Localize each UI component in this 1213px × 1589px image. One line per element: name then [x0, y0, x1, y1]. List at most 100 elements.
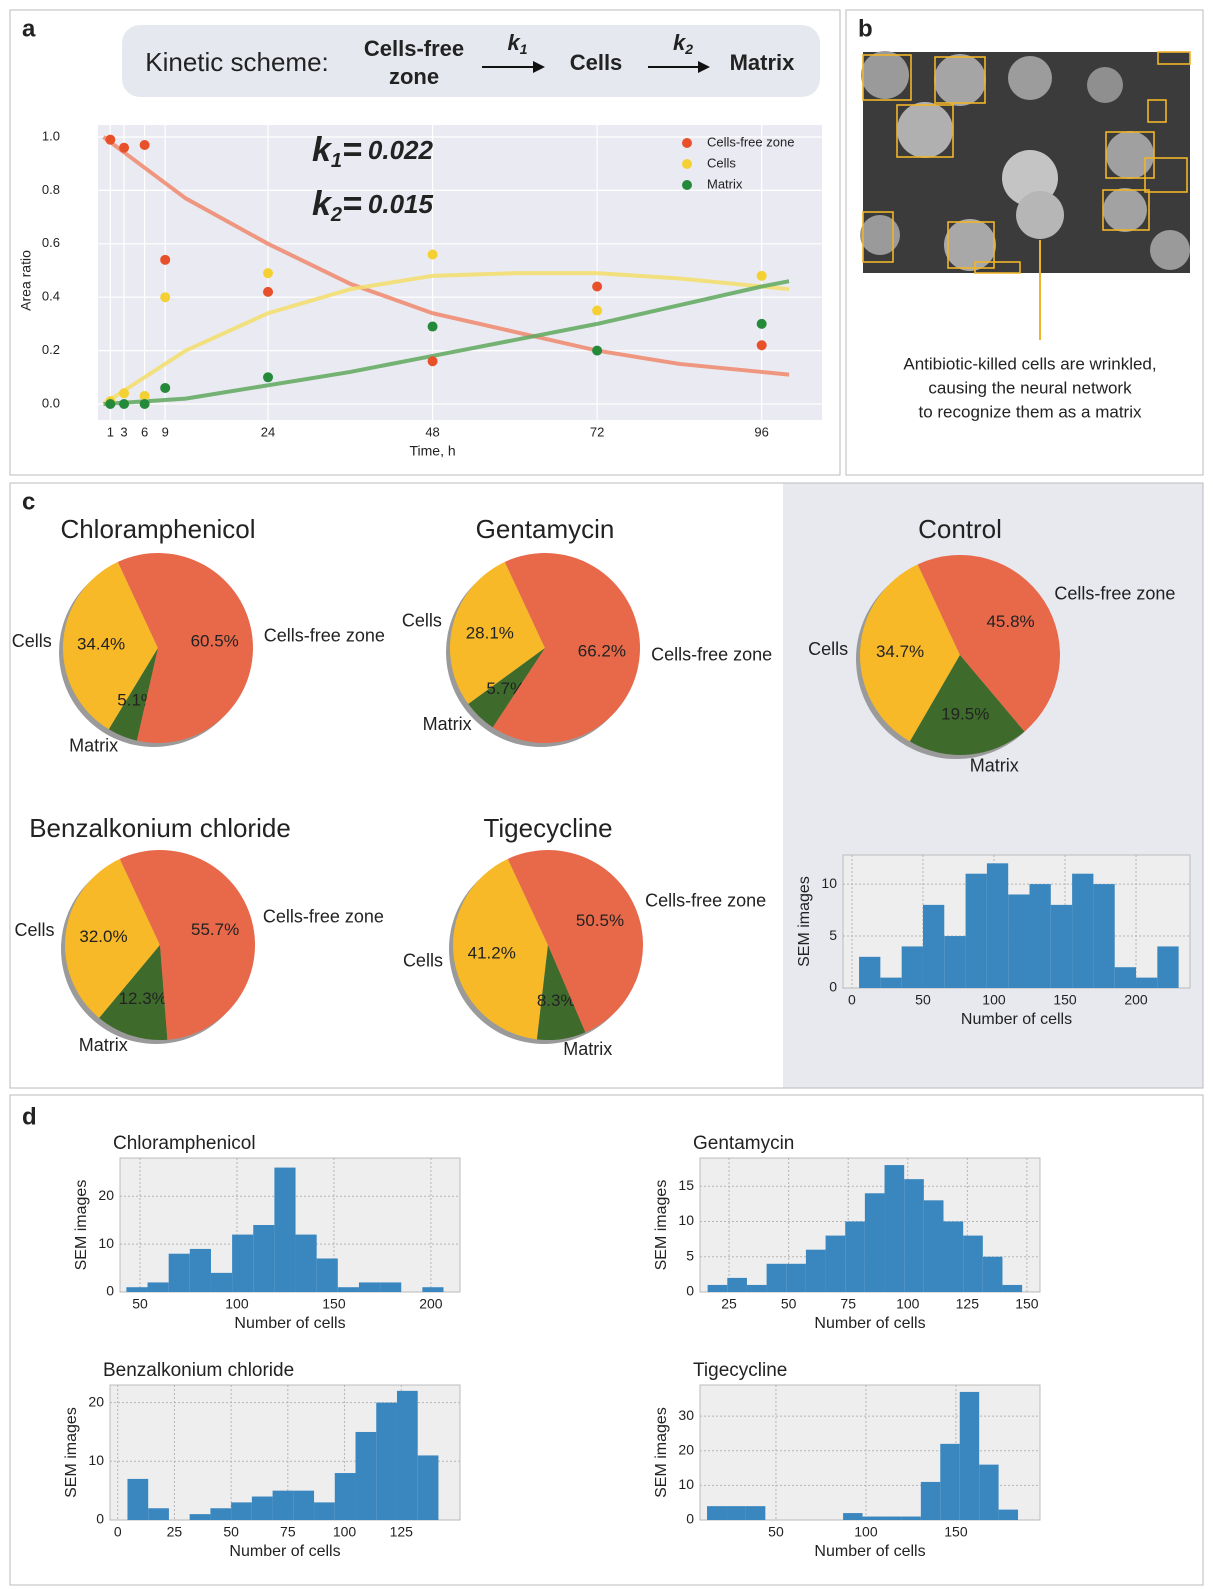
x-tick-label: 6	[141, 424, 148, 439]
x-tick-label: 3	[120, 424, 127, 439]
slice-label: Matrix	[79, 1035, 128, 1055]
histogram-bar	[1072, 874, 1093, 988]
slice-value-label: 28.1%	[466, 623, 514, 642]
histogram-bar	[786, 1264, 806, 1292]
y-tick-label: 15	[678, 1177, 694, 1193]
slice-label: Cells	[403, 951, 443, 971]
y-tick-label: 0	[686, 1511, 694, 1527]
data-point	[263, 372, 273, 382]
histogram-bar	[826, 1236, 846, 1292]
slice-value-label: 55.7%	[191, 920, 239, 939]
histogram-bar	[314, 1502, 335, 1520]
x-tick-label: 48	[425, 424, 439, 439]
figure: abcdKinetic scheme:Cells-freezoneCellsMa…	[0, 0, 1213, 1589]
x-tick-label: 100	[982, 992, 1006, 1008]
sem-image	[860, 51, 1190, 340]
histogram-bar	[210, 1508, 231, 1520]
y-tick-label: 20	[678, 1441, 694, 1457]
caption-line: Antibiotic-killed cells are wrinkled,	[903, 354, 1156, 373]
data-point	[592, 346, 602, 356]
y-axis-label: SEM images	[653, 1180, 670, 1271]
histogram-bar	[1051, 905, 1072, 988]
data-point	[757, 271, 767, 281]
histogram-bar	[901, 1517, 920, 1520]
histogram-bar	[882, 1517, 901, 1520]
histogram-bar	[924, 1200, 944, 1292]
slice-value-label: 34.4%	[77, 634, 125, 653]
slice-value-label: 66.2%	[578, 642, 626, 661]
data-point	[757, 340, 767, 350]
histogram-bar	[126, 1287, 147, 1292]
sem-cell	[1103, 188, 1147, 232]
pie-title: Control	[918, 514, 1002, 544]
x-tick-label: 24	[261, 424, 275, 439]
sem-cell	[860, 215, 900, 255]
slice-value-label: 45.8%	[986, 612, 1034, 631]
rate-symbol: k	[312, 185, 333, 223]
scheme-node: zone	[389, 64, 439, 89]
histogram-bar	[190, 1249, 211, 1292]
x-tick-label: 9	[162, 424, 169, 439]
y-tick-label: 30	[678, 1407, 694, 1423]
slice-label: Matrix	[423, 714, 472, 734]
histogram-bar	[963, 1236, 983, 1292]
y-axis-label: SEM images	[653, 1407, 670, 1498]
y-tick-label: 0	[829, 979, 837, 995]
data-point	[140, 399, 150, 409]
x-tick-label: 1	[107, 424, 114, 439]
sem-cell	[934, 54, 986, 106]
x-tick-label: 0	[848, 992, 856, 1008]
y-axis-label: SEM images	[796, 876, 813, 967]
pie-title: Benzalkonium chloride	[29, 813, 291, 843]
slice-label: Cells-free zone	[1054, 583, 1175, 603]
slice-label: Cells	[402, 610, 442, 630]
histogram-bar	[1008, 894, 1029, 988]
histogram-bar	[1136, 978, 1157, 988]
histogram-bar	[921, 1482, 940, 1520]
rate-index: 1	[520, 41, 528, 57]
histogram-bar	[356, 1432, 377, 1520]
histogram-bar	[1093, 884, 1114, 988]
rate-symbol: k	[312, 131, 333, 169]
histogram-bar	[231, 1502, 252, 1520]
histogram-bar	[902, 946, 923, 988]
slice-label: Cells-free zone	[264, 625, 385, 645]
x-tick-label: 75	[280, 1524, 296, 1540]
histogram-title: Tigecycline	[693, 1360, 787, 1381]
histogram-bar	[422, 1287, 443, 1292]
data-point	[105, 399, 115, 409]
x-tick-label: 50	[915, 992, 931, 1008]
data-point	[592, 306, 602, 316]
histogram-bar	[726, 1506, 745, 1520]
slice-label: Matrix	[69, 735, 118, 755]
x-tick-label: 50	[781, 1296, 797, 1312]
y-axis-label: SEM images	[63, 1407, 80, 1498]
sem-cell	[944, 219, 996, 271]
rate-index: 2	[330, 204, 342, 226]
pie-title: Tigecycline	[483, 813, 612, 843]
histogram-bar	[999, 1510, 1018, 1520]
y-axis-label: SEM images	[73, 1180, 90, 1271]
caption-line: causing the neural network	[928, 378, 1132, 397]
slice-value-label: 34.7%	[876, 642, 924, 661]
data-point	[140, 140, 150, 150]
x-axis-label: Number of cells	[234, 1315, 345, 1332]
data-point	[263, 287, 273, 297]
histogram-bar	[940, 1444, 959, 1520]
scheme-node: Cells	[570, 50, 623, 75]
x-tick-label: 100	[333, 1524, 357, 1540]
y-tick-label: 0.0	[42, 395, 60, 410]
rate-value: 0.015	[368, 189, 434, 219]
rate-operator: =	[342, 185, 362, 223]
slice-value-label: 41.2%	[468, 944, 516, 963]
histogram-title: Gentamycin	[693, 1133, 794, 1154]
x-tick-label: 100	[896, 1296, 920, 1312]
sem-cell	[1016, 191, 1064, 239]
sem-cell	[1106, 131, 1154, 179]
y-tick-label: 10	[88, 1452, 104, 1468]
data-point	[757, 319, 767, 329]
x-tick-label: 150	[1015, 1296, 1039, 1312]
pie-title: Chloramphenicol	[60, 514, 255, 544]
histogram-bar	[380, 1282, 401, 1292]
y-tick-label: 10	[98, 1235, 114, 1251]
